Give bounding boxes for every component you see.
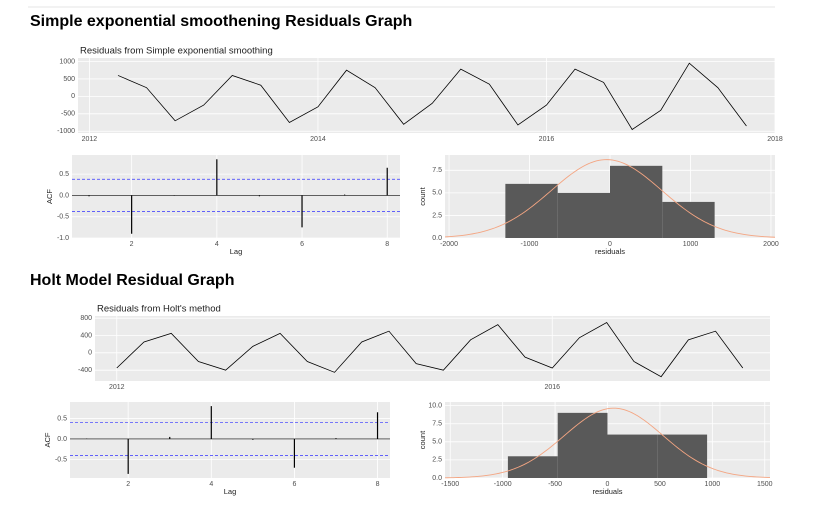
x-tick-label: 500: [654, 481, 666, 488]
y-tick-label: 5.0: [432, 190, 442, 197]
x-tick-label: 2012: [82, 136, 98, 143]
y-tick-label: 0: [88, 350, 92, 357]
y-axis-title: ACF: [45, 189, 54, 204]
x-tick-label: 0: [608, 241, 612, 248]
y-tick-label: 0.5: [57, 415, 67, 422]
y-tick-label: 7.5: [432, 167, 442, 174]
x-tick-label: 2016: [539, 136, 555, 143]
residual-line: [116, 321, 744, 378]
x-axis-title: Lag: [224, 487, 237, 496]
section-heading: Holt Model Residual Graph: [30, 272, 234, 289]
histogram-bar: [657, 434, 708, 478]
y-tick-label: 7.5: [432, 421, 442, 428]
y-tick-label: -400: [78, 367, 92, 374]
y-tick-label: 0.5: [59, 171, 69, 178]
y-tick-label: 0.0: [432, 475, 442, 482]
histogram-bar: [507, 456, 558, 478]
x-tick-label: 2: [126, 481, 130, 488]
x-tick-label: 2000: [763, 241, 779, 248]
y-tick-label: 1000: [59, 58, 75, 65]
normal-curve: [444, 407, 771, 479]
x-axis-title: residuals: [592, 487, 622, 496]
y-tick-label: -0.5: [57, 214, 69, 221]
y-tick-label: 0.0: [59, 192, 69, 199]
y-tick-label: 10.0: [428, 402, 442, 409]
x-tick-label: -500: [548, 481, 562, 488]
x-tick-label: -1000: [494, 481, 512, 488]
histogram-bar: [607, 434, 658, 478]
y-tick-label: -1.0: [57, 235, 69, 242]
x-tick-label: -2000: [440, 241, 458, 248]
chart-title: Residuals from Simple exponential smooth…: [80, 46, 273, 57]
y-tick-label: 0: [71, 93, 75, 100]
y-tick-label: 0.0: [432, 235, 442, 242]
y-tick-label: 800: [80, 315, 92, 322]
x-tick-label: 2018: [767, 136, 783, 143]
y-tick-label: 2.5: [432, 457, 442, 464]
y-tick-label: -1000: [57, 128, 75, 135]
y-axis-title: count: [418, 186, 427, 205]
y-tick-label: 400: [80, 332, 92, 339]
y-tick-label: 0.0: [57, 436, 67, 443]
plot-panel: [70, 402, 390, 478]
x-axis-title: residuals: [595, 247, 625, 256]
y-tick-label: 5.0: [432, 439, 442, 446]
y-axis-title: count: [418, 430, 427, 449]
normal-curve: [444, 159, 776, 238]
x-axis-title: Lag: [230, 247, 243, 256]
y-tick-label: 2.5: [432, 212, 442, 219]
section-heading: Simple exponential smoothening Residuals…: [30, 13, 412, 30]
chart-title: Residuals from Holt's method: [97, 304, 221, 315]
x-tick-label: 0: [606, 481, 610, 488]
y-tick-label: -500: [61, 111, 75, 118]
x-tick-label: 1000: [683, 241, 699, 248]
x-tick-label: 6: [300, 241, 304, 248]
histogram-bar: [662, 201, 715, 238]
y-tick-label: 500: [63, 76, 75, 83]
histogram-bar: [557, 192, 610, 238]
histogram-bar: [557, 412, 608, 478]
plot-panel: [72, 155, 400, 238]
x-tick-label: 2016: [544, 384, 560, 391]
x-tick-label: 2012: [109, 384, 125, 391]
residual-line: [117, 62, 747, 131]
x-tick-label: 2: [130, 241, 134, 248]
x-tick-label: 2014: [310, 136, 326, 143]
y-axis-title: ACF: [43, 432, 52, 447]
x-tick-label: 4: [215, 241, 219, 248]
x-tick-label: 1000: [705, 481, 721, 488]
plot-panel: [95, 316, 770, 381]
x-tick-label: 6: [292, 481, 296, 488]
x-tick-label: -1000: [521, 241, 539, 248]
y-tick-label: -0.5: [55, 456, 67, 463]
plot-panel: [78, 58, 775, 133]
x-tick-label: 4: [209, 481, 213, 488]
x-tick-label: 8: [385, 241, 389, 248]
x-tick-label: 8: [376, 481, 380, 488]
x-tick-label: -1500: [441, 481, 459, 488]
x-tick-label: 1500: [757, 481, 773, 488]
histogram-bar: [610, 165, 663, 238]
